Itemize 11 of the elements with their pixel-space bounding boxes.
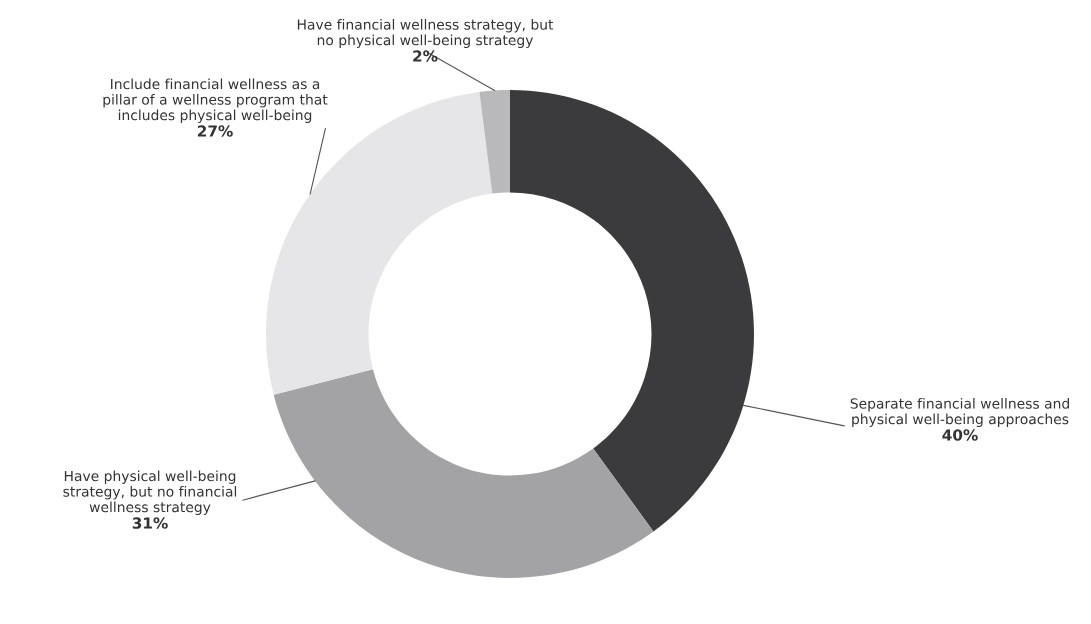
data-label: 31% (132, 517, 168, 529)
slice-label: Separate financial wellness and physical well-being approaches (850, 398, 1069, 427)
donut-slice (273, 369, 654, 578)
data-label: 40% (942, 429, 978, 441)
slice-label: Have financial wellness strategy, but no physical well-being strategy (297, 19, 554, 48)
data-label: 2% (413, 50, 438, 62)
slice-label: Include financial wellness as a pillar of a wellness program that includes physical well-being (103, 78, 328, 123)
data-label: 27% (197, 125, 233, 137)
donut-slice (479, 90, 510, 194)
slice-label: Have physical well-being strategy, but no financial wellness strategy (63, 470, 237, 515)
donut-slice (510, 90, 754, 532)
